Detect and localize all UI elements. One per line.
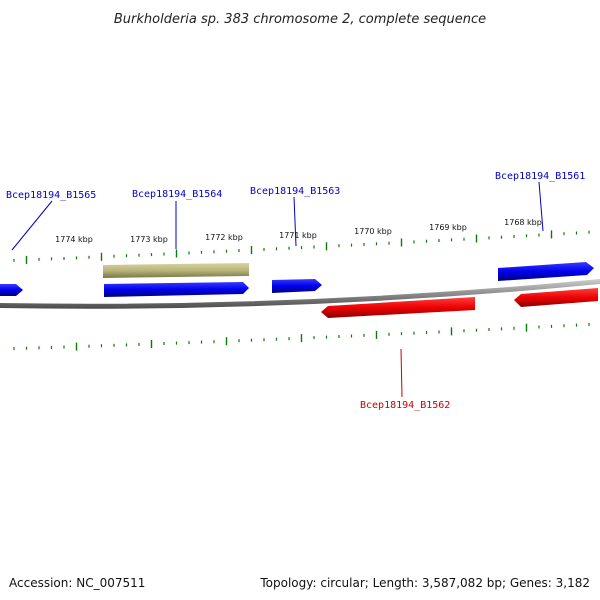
gene-arrow-bcep18194-b1561[interactable] xyxy=(498,262,594,281)
gene-label-b1563[interactable]: Bcep18194_B1563 xyxy=(250,186,340,197)
callout-line-b1565 xyxy=(11,200,53,251)
gene-arrow-bcep18194-b1563[interactable] xyxy=(272,279,322,293)
scale-ticks-upper xyxy=(13,230,590,264)
callout-line-b1562 xyxy=(400,348,403,398)
gene-arrow-reverse-right[interactable] xyxy=(514,288,598,307)
gene-label-b1562[interactable]: Bcep18194_B1562 xyxy=(360,400,450,411)
tick-label-1769: 1769 kbp xyxy=(429,223,467,232)
tick-label-1771: 1771 kbp xyxy=(279,231,317,240)
chromosome-backbone xyxy=(0,279,600,309)
callout-line-b1563 xyxy=(293,196,297,247)
gene-arrow-bcep18194-b1562[interactable] xyxy=(321,297,475,318)
tick-label-1774: 1774 kbp xyxy=(55,235,93,244)
feature-bar[interactable] xyxy=(103,263,249,278)
tick-label-1768: 1768 kbp xyxy=(504,218,542,227)
gene-arrow-bcep18194-b1565[interactable] xyxy=(0,284,23,296)
gene-arrow-bcep18194-b1564[interactable] xyxy=(104,282,249,297)
genome-summary-text: Topology: circular; Length: 3,587,082 bp… xyxy=(260,576,590,590)
tick-label-1770: 1770 kbp xyxy=(354,227,392,236)
gene-label-b1564[interactable]: Bcep18194_B1564 xyxy=(132,189,222,200)
tick-label-1773: 1773 kbp xyxy=(130,235,168,244)
map-title: Burkholderia sp. 383 chromosome 2, compl… xyxy=(114,12,486,27)
scale-ticks-lower xyxy=(13,322,590,351)
gene-label-b1561[interactable]: Bcep18194_B1561 xyxy=(495,171,585,182)
gene-label-b1565[interactable]: Bcep18194_B1565 xyxy=(6,190,96,201)
tick-labels: 1774 kbp 1773 kbp 1772 kbp 1771 kbp 1770… xyxy=(55,218,542,244)
accession-text: Accession: NC_007511 xyxy=(9,576,146,590)
callout-lines xyxy=(11,181,544,251)
callout-line-b1561 xyxy=(538,181,544,232)
tick-label-1772: 1772 kbp xyxy=(205,233,243,242)
